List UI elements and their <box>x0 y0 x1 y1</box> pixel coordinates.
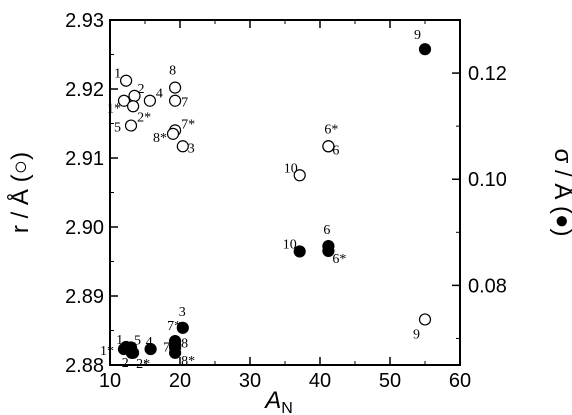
x-tick-label: 10 <box>99 370 121 392</box>
point-label: 7 <box>181 96 188 111</box>
open-point <box>166 127 180 140</box>
point-label: 4 <box>156 87 163 102</box>
point-label: 5 <box>134 333 141 348</box>
filled-point <box>144 342 157 356</box>
point-label: 2* <box>136 357 150 372</box>
point-label: 6 <box>332 143 339 158</box>
y-left-tick-label: 2.88 <box>65 355 104 377</box>
open-point <box>176 140 189 153</box>
filled-point <box>169 346 182 359</box>
open-point <box>119 74 133 87</box>
filled-point <box>127 346 140 359</box>
open-point <box>127 100 140 113</box>
point-label: 4 <box>146 335 153 350</box>
point-label: 2 <box>138 82 145 97</box>
point-label: 7* <box>167 319 181 334</box>
open-point <box>169 81 182 94</box>
x-axis-title: AN <box>263 387 293 415</box>
open-point <box>418 313 432 326</box>
y-left-axis-title: r / Å (○) <box>6 152 34 233</box>
point-label: 10 <box>284 161 298 176</box>
point-label: 10 <box>283 237 297 252</box>
point-label: 3 <box>179 305 186 320</box>
point-label: 8* <box>153 131 167 146</box>
point-label: 9 <box>414 28 421 43</box>
y-left-tick-label: 2.89 <box>65 286 104 308</box>
filled-point <box>176 321 189 334</box>
point-label: 5 <box>114 121 121 136</box>
point-label: 6 <box>323 223 330 238</box>
point-label: 1* <box>100 344 114 359</box>
y-left-tick-label: 2.90 <box>65 217 104 239</box>
point-label: 6* <box>332 252 346 267</box>
point-label: 2* <box>137 110 151 125</box>
y-right-tick-label: 0.12 <box>468 63 507 85</box>
point-label: 1 <box>116 333 123 348</box>
x-tick-label: 60 <box>449 370 471 392</box>
point-label: 8 <box>181 336 188 351</box>
x-tick-label: 30 <box>239 370 261 392</box>
point-label: 6* <box>324 122 338 137</box>
x-tick-label: 40 <box>309 370 331 392</box>
x-tick-label: 20 <box>169 370 191 392</box>
filled-point <box>322 244 335 257</box>
point-label: 2 <box>122 356 129 371</box>
y-right-tick-label: 0.08 <box>468 275 507 297</box>
filled-point <box>293 245 306 258</box>
point-label: 8* <box>181 354 195 369</box>
open-point <box>117 94 131 107</box>
x-tick-label: 50 <box>379 370 401 392</box>
point-label: 3 <box>188 141 195 156</box>
point-label: 8 <box>169 64 176 79</box>
point-label: 7 <box>163 340 170 355</box>
y-right-tick-label: 0.10 <box>468 169 507 191</box>
open-point <box>143 94 156 107</box>
open-point <box>293 169 306 182</box>
y-right-axis-title: σ / Å (●) <box>549 149 572 237</box>
y-left-tick-label: 2.93 <box>65 10 104 32</box>
open-point <box>124 119 138 132</box>
point-label: 1* <box>107 102 121 117</box>
y-left-tick-label: 2.92 <box>65 79 104 101</box>
plot-frame <box>109 19 461 366</box>
open-point <box>169 94 182 107</box>
point-label: 9 <box>413 327 420 342</box>
point-label: 7* <box>181 117 195 132</box>
filled-point <box>418 43 432 56</box>
point-label: 1 <box>114 67 121 82</box>
open-point <box>322 140 335 153</box>
y-left-tick-label: 2.91 <box>65 148 104 170</box>
